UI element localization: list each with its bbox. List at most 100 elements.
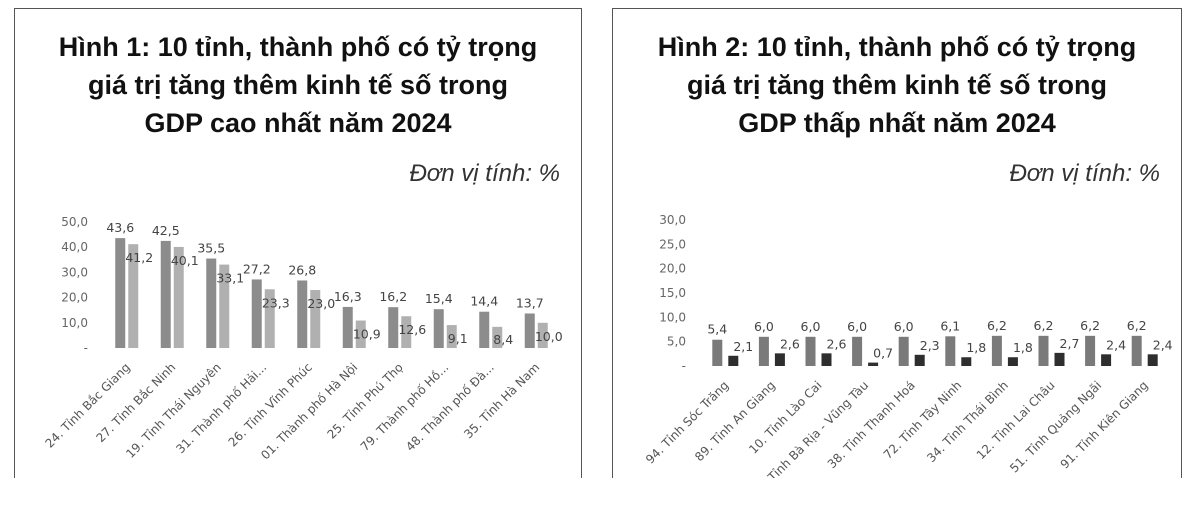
y-tick-label: 5,0 xyxy=(667,335,686,349)
data-label-series-1: 42,5 xyxy=(152,223,180,238)
data-label-series-2: 33,1 xyxy=(216,271,244,286)
bar-series-2 xyxy=(1007,357,1018,366)
data-label-series-2: 23,0 xyxy=(307,296,335,311)
data-label-series-1: 6,0 xyxy=(847,319,867,334)
bar-series-2 xyxy=(821,353,832,366)
bar-series-1 xyxy=(758,336,769,366)
data-label-series-2: 12,6 xyxy=(398,322,426,337)
chart-title: Hình 2: 10 tỉnh, thành phố có tỷ trọng g… xyxy=(612,28,1182,142)
bar-chart-svg: - 5,0 10,0 15,0 20,0 25,0 30,0 5,4 2,1 94. Tỉnh S… xyxy=(643,213,1173,478)
category-label: 27. Tỉnh Bắc Ninh xyxy=(93,360,178,445)
unit-label: Đơn vị tính: % xyxy=(409,160,560,187)
data-label-series-1: 6,2 xyxy=(1034,318,1054,333)
chart-title: Hình 1: 10 tỉnh, thành phố có tỷ trọng g… xyxy=(14,28,582,142)
bar-series-2 xyxy=(264,289,275,348)
bar-series-1 xyxy=(388,307,399,348)
y-tick-label: 20,0 xyxy=(659,262,686,276)
data-label-series-1: 16,3 xyxy=(334,289,362,304)
bar-series-1 xyxy=(479,311,490,348)
bar-series-2 xyxy=(728,355,739,366)
bar-series-1 xyxy=(342,306,353,348)
bar-series-2 xyxy=(446,325,457,348)
bar-series-1 xyxy=(1131,335,1142,366)
data-label-series-1: 16,2 xyxy=(379,289,407,304)
bar-series-1 xyxy=(160,240,171,348)
bar-series-1 xyxy=(1038,335,1049,366)
data-label-series-1: 35,5 xyxy=(197,241,225,256)
bar-series-1 xyxy=(524,313,535,348)
y-tick-label: 20,0 xyxy=(61,291,88,305)
bar-series-2 xyxy=(1054,352,1065,366)
bar-series-2 xyxy=(492,326,503,348)
data-label-series-2: 41,2 xyxy=(125,250,153,265)
data-label-series-1: 6,2 xyxy=(987,318,1007,333)
y-tick-label: 25,0 xyxy=(659,237,686,251)
data-label-series-2: 9,1 xyxy=(448,331,468,346)
category-label: 91. Tỉnh Kiên Giang xyxy=(1058,378,1151,471)
data-label-series-2: 2,1 xyxy=(733,339,753,354)
bar-chart-svg: - 10,0 20,0 30,0 40,0 50,0 43,6 41,2 24. Tỉnh Bắ… xyxy=(43,215,563,462)
chart-title-line: giá trị tăng thêm kinh tế số trong xyxy=(87,70,509,100)
data-label-series-1: 6,1 xyxy=(940,318,960,333)
bar-series-2 xyxy=(355,320,366,348)
y-tick-label: 40,0 xyxy=(61,240,88,254)
y-tick-label: 10,0 xyxy=(61,316,88,330)
data-label-series-2: 2,7 xyxy=(1060,336,1080,351)
data-label-series-2: 40,1 xyxy=(171,253,199,268)
data-label-series-2: 1,8 xyxy=(966,340,986,355)
bar-series-2 xyxy=(173,246,184,348)
unit-label: Đơn vị tính: % xyxy=(1009,160,1160,187)
data-label-series-2: 0,7 xyxy=(873,346,893,361)
data-label-series-1: 6,0 xyxy=(894,319,914,334)
category-label: 24. Tỉnh Bắc Giang xyxy=(43,360,133,450)
category-label: 31. Thành phố Hải... xyxy=(173,360,269,456)
y-tick-label: - xyxy=(84,341,88,355)
panel-frame xyxy=(14,8,582,478)
bar-series-2 xyxy=(1147,354,1158,366)
chart-title-line: Hình 2: 10 tỉnh, thành phố có tỷ trọng xyxy=(657,32,1137,62)
data-label-series-1: 13,7 xyxy=(516,295,544,310)
bar-series-1 xyxy=(945,336,956,366)
data-label-series-1: 6,0 xyxy=(801,319,821,334)
data-label-series-1: 43,6 xyxy=(106,220,134,235)
bar-series-2 xyxy=(914,354,925,366)
category-label: 34. Tỉnh Thái Bình xyxy=(924,378,1011,465)
data-label-series-2: 2,6 xyxy=(827,336,847,351)
category-label: 72. Tỉnh Tây Ninh xyxy=(881,378,965,462)
data-label-series-2: 10,0 xyxy=(535,329,563,344)
bar-series-1 xyxy=(852,336,863,366)
bar-series-2 xyxy=(1101,354,1112,366)
data-label-series-1: 15,4 xyxy=(425,291,453,306)
bar-series-1 xyxy=(991,335,1002,366)
category-label: 35. Tỉnh Hà Nam xyxy=(461,360,542,441)
category-label: 51. Tỉnh Quảng Ngãi xyxy=(1007,378,1104,475)
y-tick-label: 15,0 xyxy=(659,286,686,300)
data-label-series-2: 2,4 xyxy=(1153,337,1173,352)
y-tick-label: 10,0 xyxy=(659,310,686,324)
category-label: 48. Thành phố Đà... xyxy=(403,360,497,454)
bar-series-1 xyxy=(251,279,262,348)
bar-series-2 xyxy=(219,264,230,348)
chart-title-line: Hình 1: 10 tỉnh, thành phố có tỷ trọng xyxy=(58,32,538,62)
data-label-series-2: 2,6 xyxy=(780,336,800,351)
category-label: 38. Tỉnh Thanh Hoá xyxy=(825,378,918,471)
chart-title-line: giá trị tăng thêm kinh tế số trong xyxy=(686,70,1108,100)
y-tick-label: 30,0 xyxy=(61,265,88,279)
panel-frame xyxy=(612,8,1182,478)
bar-series-1 xyxy=(1085,335,1096,366)
bar-series-1 xyxy=(712,339,723,366)
data-label-series-1: 14,4 xyxy=(470,294,498,309)
bar-series-1 xyxy=(433,309,444,348)
chart-panel-1: Hình 1: 10 tỉnh, thành phố có tỷ trọng g… xyxy=(14,8,582,478)
category-label: 25. Tỉnh Phú Thọ xyxy=(324,360,405,441)
bar-series-2 xyxy=(774,353,785,366)
category-label: 26. Tỉnh Vĩnh Phúc xyxy=(226,360,315,449)
y-tick-label: 50,0 xyxy=(61,215,88,229)
bar-series-2 xyxy=(961,357,972,366)
category-label: 94. Tỉnh Sóc Trăng xyxy=(643,378,731,466)
data-label-series-2: 23,3 xyxy=(262,295,290,310)
chart-title-line: GDP thấp nhất năm 2024 xyxy=(738,108,1056,138)
bar-series-1 xyxy=(115,238,126,348)
bar-series-2 xyxy=(310,290,321,348)
bar-series-1 xyxy=(805,336,816,366)
